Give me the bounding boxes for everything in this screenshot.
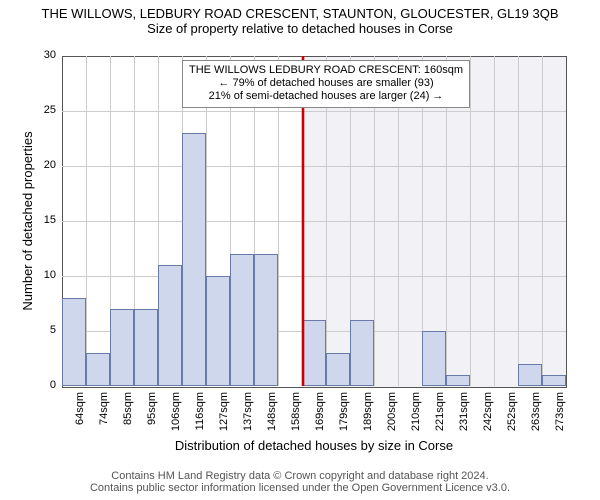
histogram-bar: [110, 309, 134, 386]
y-axis-title: Number of detached properties: [20, 56, 35, 386]
gridline-v: [518, 56, 519, 386]
histogram-bar: [326, 353, 350, 386]
xtick-label: 263sqm: [530, 392, 542, 440]
page-subtitle: Size of property relative to detached ho…: [0, 21, 600, 36]
footer-line2: Contains public sector information licen…: [0, 482, 600, 494]
xtick-label: 116sqm: [194, 392, 206, 440]
histogram-bar: [134, 309, 158, 386]
xtick-label: 273sqm: [554, 392, 566, 440]
xtick-label: 85sqm: [122, 392, 134, 440]
histogram-bar: [446, 375, 470, 386]
xtick-label: 231sqm: [458, 392, 470, 440]
histogram-bar: [350, 320, 374, 386]
gridline-h: [62, 111, 566, 112]
xtick-label: 189sqm: [362, 392, 374, 440]
xtick-label: 74sqm: [98, 392, 110, 440]
histogram-bar: [302, 320, 326, 386]
xtick-label: 252sqm: [506, 392, 518, 440]
gridline-v: [470, 56, 471, 386]
gridline-h: [62, 221, 566, 222]
xtick-label: 200sqm: [386, 392, 398, 440]
histogram-bar: [254, 254, 278, 386]
footer: Contains HM Land Registry data © Crown c…: [0, 470, 600, 494]
page-title: THE WILLOWS, LEDBURY ROAD CRESCENT, STAU…: [0, 0, 600, 21]
gridline-h: [62, 276, 566, 277]
gridline-v: [86, 56, 87, 386]
annot-line3: 21% of semi-detached houses are larger (…: [189, 90, 463, 103]
histogram-bar: [542, 375, 566, 386]
xtick-label: 127sqm: [218, 392, 230, 440]
xtick-label: 106sqm: [170, 392, 182, 440]
histogram-bar: [518, 364, 542, 386]
xtick-label: 221sqm: [434, 392, 446, 440]
footer-line1: Contains HM Land Registry data © Crown c…: [0, 470, 600, 482]
xtick-label: 179sqm: [338, 392, 350, 440]
histogram-bar: [86, 353, 110, 386]
histogram-bar: [422, 331, 446, 386]
histogram-bar: [206, 276, 230, 386]
xtick-label: 137sqm: [242, 392, 254, 440]
histogram-bar: [182, 133, 206, 386]
x-axis-title: Distribution of detached houses by size …: [62, 438, 566, 453]
xtick-label: 158sqm: [290, 392, 302, 440]
xtick-label: 95sqm: [146, 392, 158, 440]
xtick-label: 64sqm: [74, 392, 86, 440]
annotation-box: THE WILLOWS LEDBURY ROAD CRESCENT: 160sq…: [182, 60, 470, 108]
gridline-h: [62, 166, 566, 167]
xtick-label: 210sqm: [410, 392, 422, 440]
xtick-label: 169sqm: [314, 392, 326, 440]
histogram-bar: [230, 254, 254, 386]
chart-container: THE WILLOWS, LEDBURY ROAD CRESCENT, STAU…: [0, 0, 600, 500]
annot-line1: THE WILLOWS LEDBURY ROAD CRESCENT: 160sq…: [189, 64, 463, 77]
gridline-v: [542, 56, 543, 386]
xtick-label: 242sqm: [482, 392, 494, 440]
annot-line2: ← 79% of detached houses are smaller (93…: [189, 77, 463, 90]
histogram-bar: [158, 265, 182, 386]
histogram-bar: [62, 298, 86, 386]
xtick-label: 148sqm: [266, 392, 278, 440]
gridline-v: [494, 56, 495, 386]
